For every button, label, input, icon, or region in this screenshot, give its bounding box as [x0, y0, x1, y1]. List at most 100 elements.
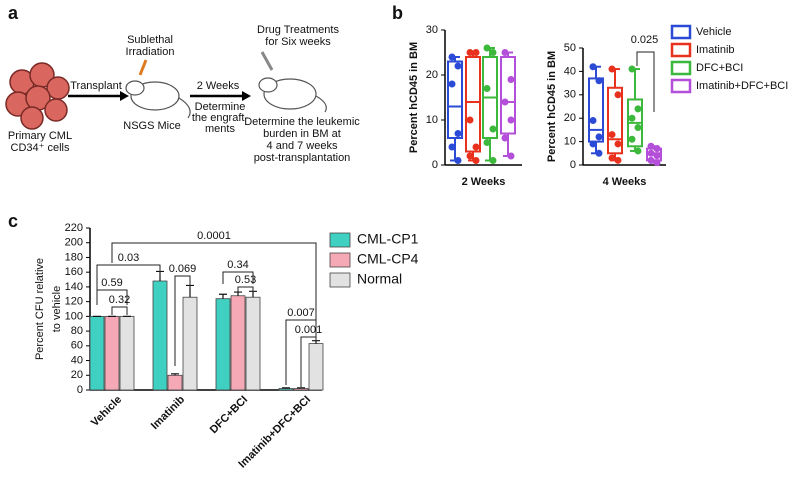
data-point	[653, 145, 661, 153]
y-tick-label: 40	[71, 354, 83, 366]
data-point	[653, 152, 661, 160]
y-tick-label: 10	[564, 136, 576, 148]
annotation: 0.34	[227, 259, 248, 271]
data-point	[448, 143, 456, 151]
data-point	[647, 149, 655, 157]
bar	[245, 296, 261, 391]
y-tick-label: 30	[564, 89, 576, 101]
legend-label: DFC+BCI	[696, 62, 743, 74]
significance-bracket	[111, 242, 317, 323]
y-tick-label: 220	[65, 222, 83, 234]
data-point	[466, 49, 474, 56]
bar	[119, 315, 135, 391]
diagram-text: Transplant	[70, 80, 122, 92]
x-tick-label: Imatinib	[149, 393, 188, 432]
y-tick-label: 0	[77, 384, 83, 396]
data-point	[466, 116, 474, 124]
cell-cluster	[5, 62, 70, 130]
bar	[167, 374, 183, 391]
data-point	[608, 154, 616, 162]
bar	[308, 343, 324, 391]
bar	[293, 388, 309, 391]
legend-swatch	[329, 232, 351, 248]
data-point	[634, 124, 642, 132]
y-tick-label: 0	[570, 159, 576, 171]
data-point	[614, 156, 622, 164]
diagram-text: Drug Treatments	[257, 24, 339, 36]
syringe-icon	[260, 51, 274, 71]
data-point	[653, 159, 661, 167]
legend-label: CML-CP4	[357, 251, 419, 267]
y-tick-label: 30	[426, 24, 438, 36]
data-point	[647, 142, 655, 150]
y-tick-label: 160	[65, 266, 83, 278]
diagram-text: burden in BM at	[263, 128, 341, 140]
box	[500, 56, 516, 135]
diagram-text: Sublethal	[127, 34, 173, 46]
data-point	[472, 157, 480, 164]
y-axis-label: Percent CFU relative	[34, 258, 46, 360]
x-tick-label: Vehicle	[89, 394, 124, 429]
data-point	[489, 49, 497, 56]
box	[588, 77, 604, 143]
y-tick-label: 100	[65, 310, 83, 322]
diagram-text: 2 Weeks	[197, 80, 240, 92]
significance-bracket	[96, 289, 128, 305]
bar	[89, 315, 105, 391]
panel-label: b	[392, 3, 403, 23]
data-point	[595, 133, 603, 141]
diagram-text: NSGS Mice	[123, 120, 180, 132]
data-point	[507, 116, 515, 124]
bar	[152, 280, 168, 391]
diagram-text: Primary CML	[8, 130, 72, 142]
panel-label: a	[8, 3, 19, 23]
data-point	[595, 149, 603, 157]
data-point	[589, 63, 597, 71]
legend-label: Imatinib+DFC+BCI	[696, 80, 788, 92]
diagram-text: for Six weeks	[265, 36, 331, 48]
bar	[230, 295, 246, 391]
significance-bracket	[636, 51, 655, 112]
diagram-text: post-transplantation	[254, 152, 351, 164]
legend-swatch	[670, 42, 692, 58]
error-bar	[249, 290, 257, 298]
error-bar	[219, 293, 227, 299]
error-bar	[282, 387, 290, 389]
diagram-text: the engraft-	[192, 112, 249, 124]
data-point	[501, 49, 509, 56]
data-point	[483, 139, 491, 146]
data-point	[454, 130, 462, 137]
y-tick-label: 80	[71, 325, 83, 337]
y-axis-label: Percent hCD45 in BM	[408, 42, 420, 153]
data-point	[634, 105, 642, 113]
data-point	[472, 49, 480, 56]
significance-bracket	[300, 336, 317, 387]
data-point	[614, 91, 622, 99]
bar	[278, 388, 294, 391]
y-tick-label: 140	[65, 281, 83, 293]
significance-bracket	[222, 271, 254, 284]
y-axis-label: Percent hCD45 in BM	[546, 51, 558, 162]
data-point	[454, 62, 462, 70]
legend-label: Vehicle	[696, 26, 731, 38]
annotation: 0.069	[169, 263, 197, 275]
annotation: 0.0001	[197, 230, 231, 242]
annotation: 0.53	[235, 274, 256, 286]
panel-label: c	[8, 211, 18, 231]
annotation: 0.59	[101, 277, 122, 289]
data-point	[628, 65, 636, 73]
error-bar	[234, 291, 242, 296]
legend-swatch	[670, 60, 692, 76]
y-tick-label: 10	[426, 114, 438, 126]
legend-label: CML-CP1	[357, 231, 419, 247]
data-point	[614, 140, 622, 148]
data-point	[448, 53, 456, 61]
data-point	[472, 143, 480, 151]
y-axis-label: to vehicle	[51, 286, 63, 332]
diagram-text: Determine the leukemic	[244, 116, 360, 128]
x-tick-label: DFC+BCI	[208, 394, 250, 436]
annotation: 0.32	[109, 294, 130, 306]
box	[447, 60, 463, 139]
significance-bracket	[285, 319, 317, 385]
